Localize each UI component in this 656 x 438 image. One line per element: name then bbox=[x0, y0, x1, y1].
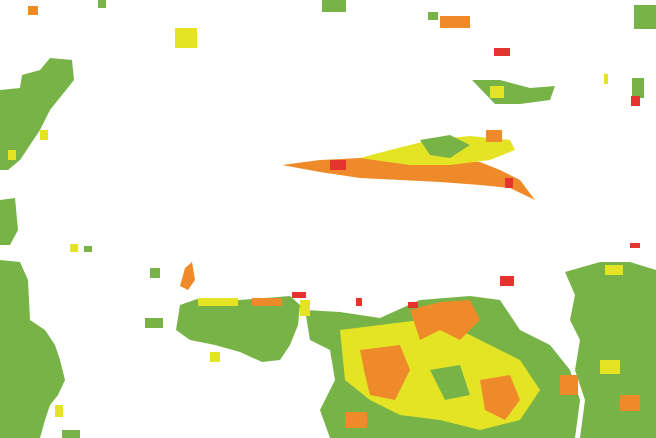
patch bbox=[440, 16, 470, 28]
patch bbox=[300, 300, 310, 316]
patch bbox=[620, 395, 640, 411]
patch bbox=[480, 375, 520, 420]
patch bbox=[490, 86, 504, 98]
patch bbox=[28, 6, 38, 15]
patch bbox=[150, 268, 160, 278]
patch bbox=[632, 78, 644, 98]
patch bbox=[630, 243, 640, 248]
patch bbox=[175, 28, 197, 48]
patch bbox=[565, 262, 656, 438]
patch bbox=[252, 298, 282, 306]
patch bbox=[330, 160, 346, 170]
patch bbox=[428, 12, 438, 20]
patch bbox=[410, 300, 480, 340]
patch bbox=[356, 298, 362, 306]
patch bbox=[345, 412, 367, 428]
patch bbox=[292, 292, 306, 298]
patch bbox=[604, 74, 608, 84]
patch bbox=[560, 375, 578, 395]
patch bbox=[322, 0, 346, 12]
patch bbox=[500, 276, 514, 286]
patch bbox=[84, 246, 92, 252]
patch bbox=[430, 365, 470, 400]
patch bbox=[420, 135, 470, 158]
patch bbox=[70, 244, 78, 252]
patch bbox=[486, 130, 502, 142]
patch bbox=[605, 265, 623, 275]
patch bbox=[55, 405, 63, 417]
patch bbox=[505, 178, 513, 188]
patch bbox=[0, 58, 74, 170]
patch bbox=[600, 360, 620, 374]
patch bbox=[98, 0, 106, 8]
patch bbox=[631, 96, 640, 106]
patch bbox=[62, 430, 80, 438]
patch bbox=[210, 352, 220, 362]
patch bbox=[360, 345, 410, 400]
patch bbox=[198, 298, 238, 306]
patch bbox=[176, 296, 300, 362]
patch bbox=[408, 302, 418, 308]
patch bbox=[8, 150, 16, 160]
patch bbox=[40, 130, 48, 140]
patch bbox=[634, 5, 656, 29]
patch bbox=[145, 318, 163, 328]
patch bbox=[180, 262, 195, 290]
patch bbox=[0, 198, 18, 245]
patch bbox=[494, 48, 510, 56]
patch bbox=[0, 260, 65, 438]
